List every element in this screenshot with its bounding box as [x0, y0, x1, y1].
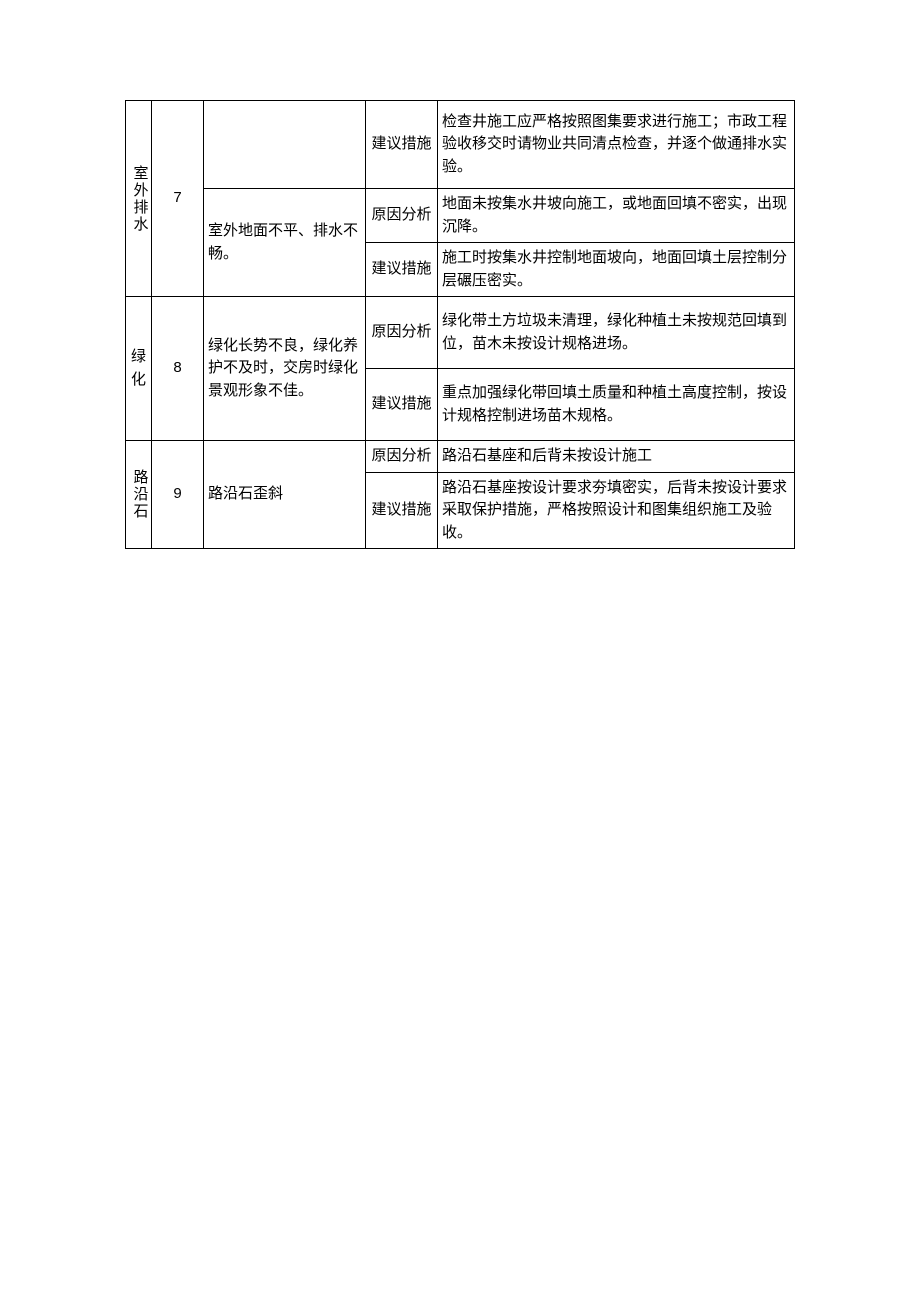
- type-cell: 原因分析: [366, 297, 438, 369]
- type-cell: 建议措施: [366, 243, 438, 297]
- detail-cell: 地面未按集水井坡向施工，或地面回填不密实，出现沉降。: [438, 189, 795, 243]
- category-cell: 路沿石: [126, 441, 152, 549]
- description-cell: 室外地面不平、排水不畅。: [204, 189, 366, 297]
- type-cell: 原因分析: [366, 441, 438, 473]
- number-cell: 9: [152, 441, 204, 549]
- number-cell: 7: [152, 101, 204, 297]
- number-cell: 8: [152, 297, 204, 441]
- type-cell: 建议措施: [366, 101, 438, 189]
- category-label: 路沿石: [128, 469, 151, 520]
- type-cell: 建议措施: [366, 369, 438, 441]
- detail-cell: 重点加强绿化带回填土质量和种植土高度控制，按设计规格控制进场苗木规格。: [438, 369, 795, 441]
- category-label: 绿化: [131, 349, 146, 388]
- description-cell: 路沿石歪斜: [204, 441, 366, 549]
- description-cell: 绿化长势不良，绿化养护不及时，交房时绿化景观形象不佳。: [204, 297, 366, 441]
- detail-cell: 绿化带土方垃圾未清理，绿化种植土未按规范回填到位，苗木未按设计规格进场。: [438, 297, 795, 369]
- prelude-desc-cell: [204, 101, 366, 189]
- category-cell: 室外排水: [126, 101, 152, 297]
- type-cell: 建议措施: [366, 472, 438, 549]
- type-cell: 原因分析: [366, 189, 438, 243]
- category-label: 室外排水: [128, 165, 151, 233]
- category-cell: 绿化: [126, 297, 152, 441]
- detail-cell: 路沿石基座按设计要求夯填密实，后背未按设计要求采取保护措施，严格按照设计和图集组…: [438, 472, 795, 549]
- defect-table: 室外排水 7 建议措施 检查井施工应严格按照图集要求进行施工；市政工程验收移交时…: [125, 100, 795, 549]
- detail-cell: 施工时按集水井控制地面坡向，地面回填土层控制分层碾压密实。: [438, 243, 795, 297]
- detail-cell: 检查井施工应严格按照图集要求进行施工；市政工程验收移交时请物业共同清点检查，并逐…: [438, 101, 795, 189]
- detail-cell: 路沿石基座和后背未按设计施工: [438, 441, 795, 473]
